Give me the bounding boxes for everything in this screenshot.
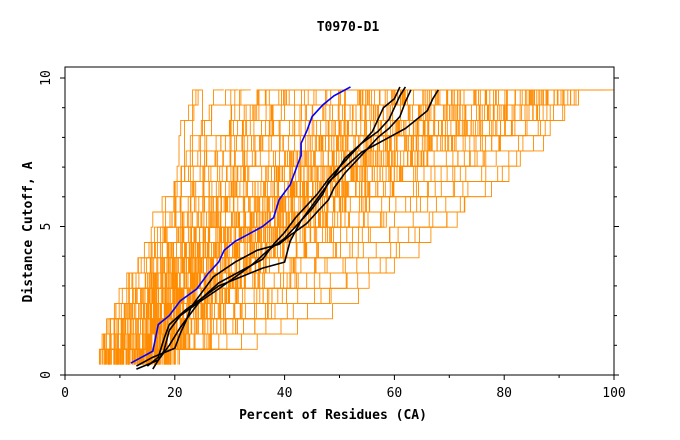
y-tick-label: 0 xyxy=(39,371,54,379)
blue-series-line xyxy=(130,86,351,364)
x-tick-label: 40 xyxy=(277,386,293,401)
background-curve xyxy=(145,89,578,365)
black-series-line xyxy=(152,89,439,370)
background-curve xyxy=(174,89,568,365)
x-tick-label: 20 xyxy=(167,386,183,401)
background-curve xyxy=(169,89,317,365)
background-curve xyxy=(109,89,430,365)
black-series-line xyxy=(136,86,401,370)
y-tick-label: 10 xyxy=(39,70,54,86)
background-curve xyxy=(127,89,465,365)
x-tick-label: 80 xyxy=(496,386,512,401)
x-axis-label: Percent of Residues (CA) xyxy=(239,408,427,423)
background-curve xyxy=(109,89,605,365)
y-tick-label: 5 xyxy=(39,223,54,231)
chart-title: T0970-D1 xyxy=(317,20,380,35)
y-axis-label: Distance Cutoff, A xyxy=(21,161,36,302)
y-axis-ticks: 0 5 10 xyxy=(39,70,619,379)
background-curve xyxy=(128,89,522,365)
background-curve xyxy=(170,89,420,365)
background-curve xyxy=(120,89,386,365)
x-tick-label: 100 xyxy=(602,386,625,401)
x-axis-ticks: 0 20 40 60 80 100 xyxy=(61,375,626,401)
black-series-line xyxy=(136,89,412,367)
background-curves xyxy=(98,89,614,365)
background-curve xyxy=(119,89,512,365)
background-curve xyxy=(106,89,325,365)
x-tick-label: 60 xyxy=(387,386,403,401)
background-curve xyxy=(103,89,512,365)
highlight-curves xyxy=(130,86,439,370)
background-curve xyxy=(116,89,583,365)
x-tick-label: 0 xyxy=(61,386,69,401)
background-curve xyxy=(149,89,288,365)
background-curve xyxy=(115,89,299,365)
